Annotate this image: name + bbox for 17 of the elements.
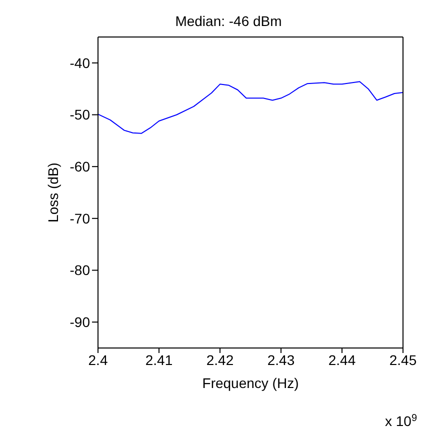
x-tick-label: 2.45 bbox=[389, 352, 417, 368]
x-tick-label: 2.42 bbox=[206, 352, 234, 368]
y-axis-title: Loss (dB) bbox=[44, 162, 61, 222]
y-tick-label: -60 bbox=[70, 158, 90, 175]
line-series bbox=[98, 81, 403, 134]
y-tick-label: -70 bbox=[70, 210, 90, 226]
text: x 10$^{9}$ bbox=[384, 412, 418, 429]
y-tick-label: -90 bbox=[70, 314, 90, 330]
y-tick-label: -40 bbox=[70, 54, 90, 71]
x-tick-label: 2.41 bbox=[145, 352, 173, 368]
y-tick-label: -80 bbox=[70, 262, 90, 278]
x-tick-label: 2.44 bbox=[328, 352, 356, 368]
y-tick-label: -50 bbox=[70, 106, 90, 123]
x-axis-title: Frequency (Hz) bbox=[202, 375, 299, 391]
chart-title: Median: -46 dBm bbox=[175, 13, 282, 29]
x-tick-label: 2.4 bbox=[88, 352, 108, 368]
x-tick-label: 2.43 bbox=[267, 352, 295, 368]
